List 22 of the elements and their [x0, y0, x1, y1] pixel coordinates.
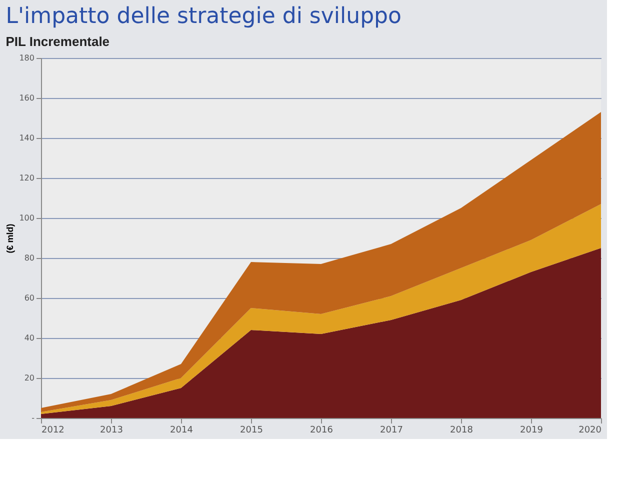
x-tick-label: 2012 [42, 426, 64, 436]
chart-title: L'impatto delle strategie di sviluppo [6, 4, 402, 29]
chart-subtitle: PIL Incrementale [6, 34, 110, 49]
x-tick-label: 2016 [310, 426, 334, 436]
x-tick-label: 2017 [380, 426, 403, 436]
y-tick-label: - [32, 414, 35, 422]
x-tick-label: 2018 [450, 426, 474, 436]
x-tick-label: 2014 [170, 426, 194, 436]
y-tick-label: 180 [19, 54, 34, 62]
x-tick-label: 2020 [578, 426, 602, 436]
x-tick-label: 2013 [100, 426, 123, 436]
y-tick-label: 40 [24, 334, 34, 342]
y-tick-label: 60 [24, 294, 34, 302]
y-tick-label: 80 [24, 254, 34, 262]
y-tick-label: 100 [19, 214, 34, 222]
y-tick-label: 160 [19, 94, 34, 102]
x-tick-label: 2015 [240, 426, 263, 436]
y-tick-label: 140 [19, 134, 34, 142]
y-tick-label: 20 [24, 374, 34, 382]
y-axis-title: (€ mld) [5, 224, 16, 254]
x-tick-label: 2019 [520, 426, 544, 436]
y-tick-label: 120 [19, 174, 34, 182]
